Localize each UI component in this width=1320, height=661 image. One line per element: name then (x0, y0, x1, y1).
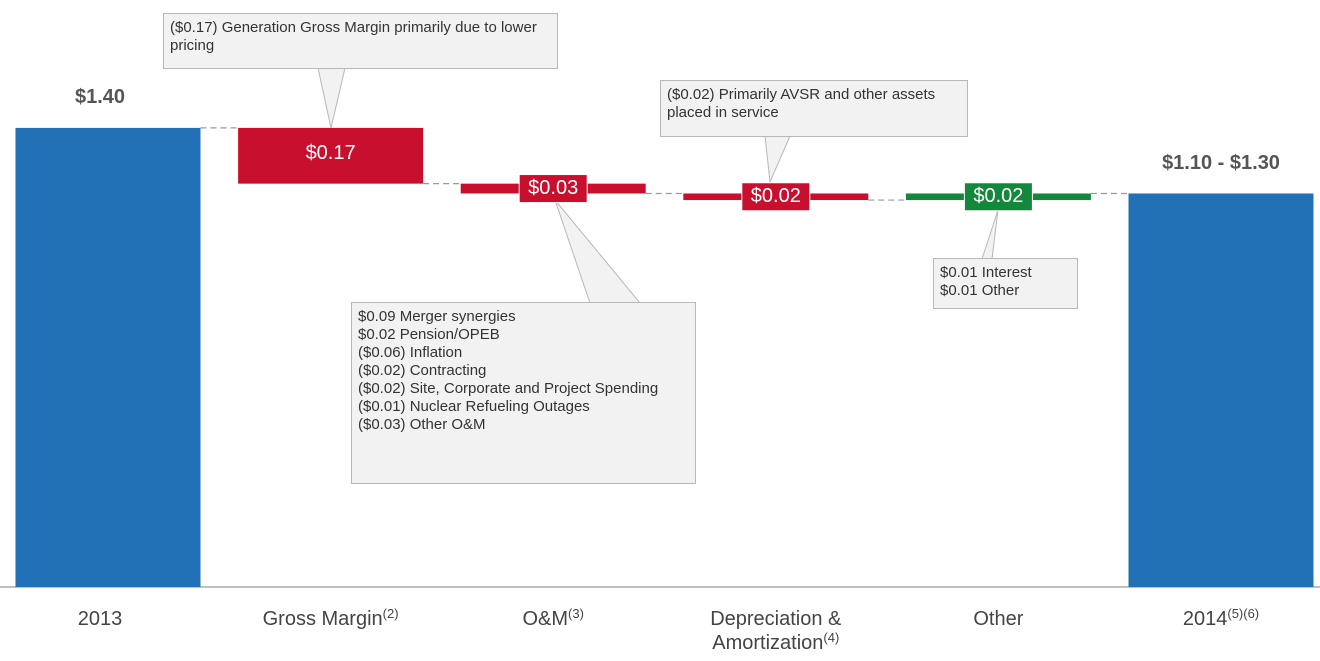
x-tick-label: 2013 (0, 607, 210, 631)
callout-pointer (317, 67, 346, 129)
callout-text: ($0.02) Primarily AVSR and other assets … (667, 86, 936, 121)
value-label: $0.02 (751, 185, 801, 207)
category-name: Gross Margin (262, 608, 383, 630)
callout-line: ($0.06) Inflation (358, 344, 463, 361)
callout-line: $0.01 Interest (940, 264, 1032, 281)
callout-line: ($0.02) Site, Corporate and Project Spen… (358, 380, 659, 397)
value-label-box (741, 182, 811, 212)
category-name: Other (973, 608, 1024, 630)
callout: ($0.17) Generation Gross Margin primaril… (163, 13, 558, 69)
category-name: 2013 (77, 608, 123, 630)
value-label: $0.03 (528, 177, 578, 199)
callout: $0.09 Merger synergies $0.02 Pension/OPEB… (351, 302, 696, 484)
callout-line: ($0.01) Nuclear Refueling Outages (358, 398, 590, 415)
callout: ($0.02) Primarily AVSR and other assets … (660, 80, 968, 137)
callout-line: $0.09 Merger synergies (358, 308, 516, 325)
category-name: 2014 (1182, 608, 1228, 630)
callout-line: $0.02 Pension/OPEB (358, 326, 500, 343)
callout-line: ($0.02) Contracting (358, 362, 487, 379)
value-label: $0.17 (306, 142, 356, 164)
category-name: O&M (522, 608, 569, 630)
footnote-mark: (5)(6) (1227, 606, 1260, 621)
bar (15, 127, 201, 587)
callout: $0.01 Interest $0.01 Other (933, 258, 1078, 309)
x-tick-label: O&M(3) (443, 607, 663, 631)
category-name: Depreciation & Amortization (710, 608, 842, 654)
callout-pointer (554, 199, 642, 304)
bar (1128, 193, 1314, 587)
total-label: $1.40 (75, 86, 125, 108)
bar (238, 127, 424, 184)
callout-line: ($0.03) Other O&M (358, 416, 486, 433)
x-tick-label: Gross Margin(2) (221, 607, 441, 631)
callout-pointer (981, 209, 999, 260)
footnote-mark: (4) (823, 630, 840, 645)
x-tick-label: 2014(5)(6) (1111, 607, 1320, 631)
x-tick-label: Other (888, 607, 1108, 631)
footnote-mark: (3) (568, 606, 584, 621)
callout-pointer (764, 135, 791, 184)
value-label-box (518, 174, 588, 204)
value-label: $0.02 (973, 185, 1023, 207)
x-tick-label: Depreciation & Amortization(4) (666, 607, 886, 655)
callout-line: $0.01 Other (940, 282, 1020, 299)
value-label-box (963, 182, 1033, 212)
footnote-mark: (2) (382, 606, 399, 621)
total-label: $1.10 - $1.30 (1162, 152, 1280, 174)
callout-text: ($0.17) Generation Gross Margin primaril… (170, 19, 537, 54)
